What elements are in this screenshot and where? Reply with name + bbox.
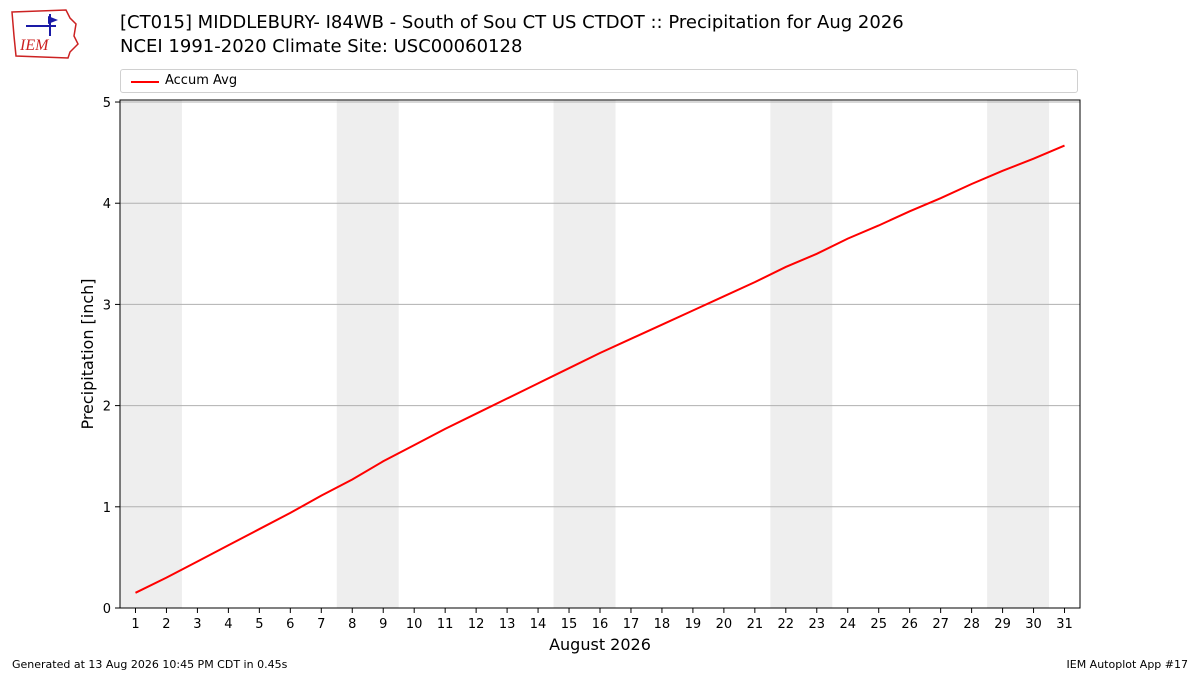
x-tick-label-20: 20: [716, 617, 733, 632]
x-tick-label-17: 17: [623, 617, 640, 632]
x-tick-label-6: 6: [286, 617, 294, 632]
x-tick-label-21: 21: [747, 617, 764, 632]
x-tick-label-23: 23: [809, 617, 826, 632]
x-tick-label-30: 30: [1025, 617, 1042, 632]
y-tick-label-2: 2: [103, 400, 111, 415]
x-tick-label-26: 26: [901, 617, 918, 632]
legend-swatch-accum-avg: [131, 81, 159, 83]
x-tick-label-15: 15: [561, 617, 578, 632]
x-tick-label-19: 19: [685, 617, 702, 632]
iowa-state-outline: [11, 9, 79, 59]
x-tick-label-1: 1: [131, 617, 139, 632]
x-tick-label-10: 10: [406, 617, 423, 632]
x-tick-label-31: 31: [1056, 617, 1073, 632]
wind-vane-head: [48, 16, 58, 24]
x-tick-label-28: 28: [963, 617, 980, 632]
x-tick-label-2: 2: [162, 617, 170, 632]
x-tick-label-8: 8: [348, 617, 356, 632]
series-line-accum-avg: [135, 144, 1065, 594]
x-tick-label-22: 22: [778, 617, 795, 632]
footer-app-label: IEM Autoplot App #17: [1066, 658, 1189, 671]
x-tick-label-9: 9: [379, 617, 387, 632]
x-tick-label-7: 7: [317, 617, 325, 632]
logo-text: IEM: [19, 37, 50, 54]
chart-title: [CT015] MIDDLEBURY- I84WB - South of Sou…: [120, 12, 904, 33]
x-tick-label-16: 16: [592, 617, 609, 632]
x-tick-label-27: 27: [932, 617, 949, 632]
x-tick-label-24: 24: [839, 617, 856, 632]
y-tick-label-1: 1: [103, 501, 111, 516]
x-tick-label-4: 4: [224, 617, 232, 632]
x-tick-label-18: 18: [654, 617, 671, 632]
x-tick-label-5: 5: [255, 617, 263, 632]
x-tick-label-29: 29: [994, 617, 1011, 632]
weekend-band-4: [770, 100, 833, 608]
iem-logo: IEM: [11, 9, 79, 59]
y-axis-label: Precipitation [inch]: [78, 278, 97, 429]
x-tick-label-11: 11: [437, 617, 454, 632]
x-axis-label: August 2026: [549, 635, 651, 654]
x-tick-label-3: 3: [193, 617, 201, 632]
legend-label-accum-avg: Accum Avg: [165, 73, 238, 88]
weekend-band-1: [120, 100, 182, 608]
y-tick-label-4: 4: [103, 197, 111, 212]
x-tick-label-14: 14: [530, 617, 547, 632]
weekend-band-5: [987, 100, 1050, 608]
x-tick-label-13: 13: [499, 617, 516, 632]
y-tick-label-5: 5: [103, 96, 111, 111]
legend: Accum Avg: [120, 69, 1078, 93]
plot-frame: [119, 99, 1081, 609]
weekend-band-3: [553, 100, 616, 608]
y-tick-label-0: 0: [103, 602, 111, 617]
x-tick-label-12: 12: [468, 617, 485, 632]
x-tick-label-25: 25: [870, 617, 887, 632]
y-tick-label-3: 3: [103, 298, 111, 313]
footer-generated-at: Generated at 13 Aug 2026 10:45 PM CDT in…: [12, 658, 288, 671]
chart-subtitle: NCEI 1991-2020 Climate Site: USC00060128: [120, 36, 523, 57]
weekend-band-2: [336, 100, 399, 608]
